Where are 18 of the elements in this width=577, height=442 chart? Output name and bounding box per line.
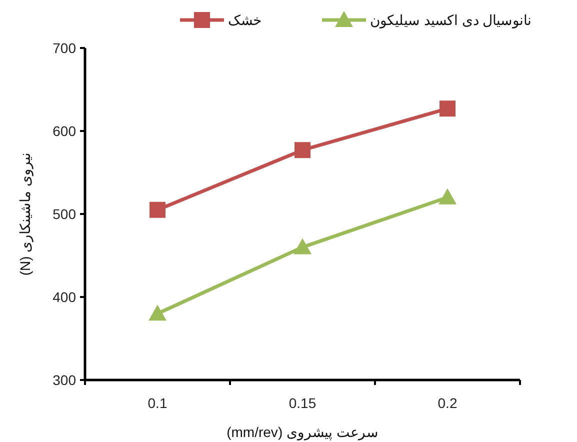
- x-axis-title: سرعت پیشروی (mm/rev): [226, 424, 378, 441]
- y-tick-label: 400: [52, 289, 76, 305]
- y-tick-label: 500: [52, 206, 76, 222]
- point: [438, 188, 456, 204]
- y-tick-label: 700: [52, 40, 76, 56]
- point: [294, 142, 310, 158]
- legend-label: نانوسیال دی اکسید سیلیکون: [370, 12, 532, 29]
- y-tick-label: 600: [52, 123, 76, 139]
- point: [148, 304, 166, 321]
- x-tick-label: 0.15: [288, 395, 316, 411]
- y-axis-title: نیروی ماشینکاری (N): [17, 152, 34, 276]
- y-tick-label: 300: [52, 372, 76, 388]
- point: [294, 238, 312, 254]
- point: [150, 202, 166, 218]
- x-tick-label: 0.2: [438, 395, 458, 411]
- legend-label: خشک: [228, 12, 262, 28]
- point: [440, 100, 456, 117]
- x-tick-label: 0.1: [148, 395, 168, 411]
